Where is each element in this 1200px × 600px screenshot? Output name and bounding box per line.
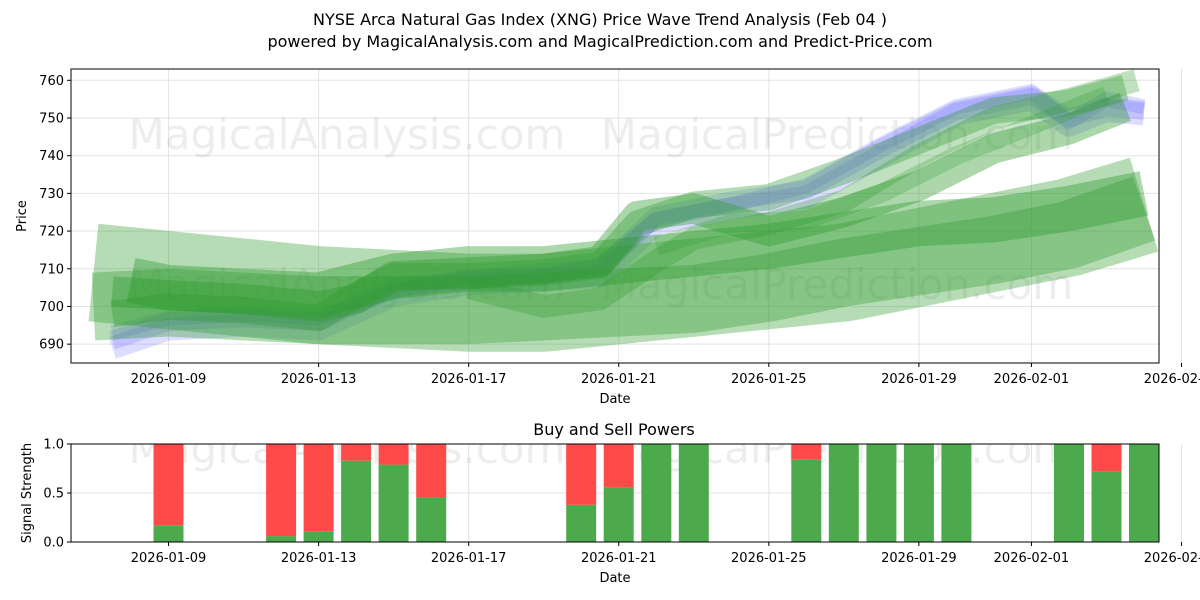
- sell-power-bar: [603, 444, 634, 488]
- price-x-tick-label: 2026-01-13: [281, 372, 357, 387]
- wave-series-green-5: [91, 176, 1156, 345]
- signal-x-tick-label: 2026-01-13: [281, 551, 357, 566]
- buy-power-bar: [603, 487, 634, 542]
- buy-power-bar: [266, 536, 297, 542]
- buy-power-bar: [566, 504, 597, 542]
- wave-series-green-10: [653, 86, 1110, 256]
- price-x-tick-label: 2026-01-29: [881, 372, 957, 387]
- sell-power-bar: [378, 444, 409, 465]
- signal-x-axis-label: Date: [599, 571, 630, 586]
- price-y-axis-label: Price: [15, 200, 30, 232]
- wave-series-green-6: [126, 171, 1149, 318]
- buy-power-bar: [791, 459, 822, 542]
- wave-series-green-8: [110, 75, 1129, 331]
- buy-power-bar: [1054, 444, 1084, 542]
- price-x-tick-label: 2026-01-17: [431, 372, 507, 387]
- watermark-text: MagicalAnalysis.com: [129, 110, 566, 159]
- price-x-tick-label: 2026-01-21: [581, 372, 657, 387]
- watermark-text: MagicalPrediction.com: [601, 110, 1074, 159]
- buy-power-bar: [1129, 444, 1159, 542]
- price-y-tick-label: 690: [39, 338, 64, 353]
- wave-series-green-9: [465, 69, 1140, 318]
- price-y-tick-label: 730: [39, 187, 64, 202]
- sell-power-bar: [1091, 444, 1122, 472]
- signal-x-tick-label: 2026-02-05: [1144, 551, 1200, 566]
- price-y-tick-label: 750: [39, 112, 64, 127]
- wave-series-blue-3: [110, 84, 1146, 341]
- price-x-tick-label: 2026-01-25: [731, 372, 807, 387]
- buy-power-bar: [341, 460, 372, 542]
- signal-y-axis-label: Signal Strength: [20, 443, 35, 543]
- buy-power-bar: [828, 444, 859, 542]
- price-x-tick-label: 2026-02-01: [994, 372, 1070, 387]
- wave-series-blue-2: [109, 86, 1145, 350]
- sell-power-bar: [303, 444, 334, 532]
- sell-power-bar: [791, 444, 822, 460]
- buy-power-bar: [378, 464, 409, 542]
- wave-series-green-4: [88, 157, 1159, 352]
- price-x-tick-label: 2026-01-09: [131, 372, 207, 387]
- price-x-tick-label: 2026-02-05: [1144, 372, 1200, 387]
- buy-power-bar: [903, 444, 934, 542]
- signal-y-tick-label: 1.0: [43, 438, 64, 453]
- chart-title-line1: NYSE Arca Natural Gas Index (XNG) Price …: [312, 10, 888, 29]
- watermark-text: MagicalAnalysis.com: [129, 260, 566, 309]
- chart-title-line2: powered by MagicalAnalysis.com and Magic…: [267, 32, 933, 51]
- price-y-tick-label: 760: [39, 74, 64, 89]
- signal-x-tick-label: 2026-02-01: [994, 551, 1070, 566]
- buy-power-bar: [303, 531, 334, 542]
- buy-power-bar: [641, 444, 672, 542]
- price-y-tick-label: 710: [39, 262, 64, 277]
- signal-x-tick-label: 2026-01-17: [431, 551, 507, 566]
- sell-power-bar: [341, 444, 372, 461]
- signal-chart-title: Buy and Sell Powers: [533, 420, 695, 439]
- signal-x-tick-label: 2026-01-09: [131, 551, 207, 566]
- sell-power-bar: [416, 444, 447, 498]
- price-x-axis-label: Date: [599, 392, 630, 407]
- signal-x-tick-label: 2026-01-29: [881, 551, 957, 566]
- signal-x-tick-label: 2026-01-21: [581, 551, 657, 566]
- buy-power-bar: [153, 525, 184, 542]
- sell-power-bar: [153, 444, 184, 526]
- signal-x-tick-label: 2026-01-25: [731, 551, 807, 566]
- buy-power-bar: [1091, 471, 1122, 542]
- buy-power-bar: [866, 444, 897, 542]
- wave-series-green-7: [111, 92, 1131, 322]
- price-y-tick-label: 700: [39, 300, 64, 315]
- signal-y-tick-label: 0.0: [43, 536, 64, 551]
- price-y-tick-label: 720: [39, 225, 64, 240]
- signal-y-tick-label: 0.5: [43, 487, 64, 502]
- buy-power-bar: [678, 444, 709, 542]
- wave-series-blue-1: [108, 87, 1146, 359]
- sell-power-bar: [566, 444, 597, 505]
- watermark-text: MagicalPrediction.com: [601, 260, 1074, 309]
- price-y-tick-label: 740: [39, 149, 64, 164]
- sell-power-bar: [266, 444, 297, 537]
- buy-power-bar: [941, 444, 972, 542]
- buy-power-bar: [416, 497, 447, 542]
- price-plot-frame: [70, 68, 1160, 364]
